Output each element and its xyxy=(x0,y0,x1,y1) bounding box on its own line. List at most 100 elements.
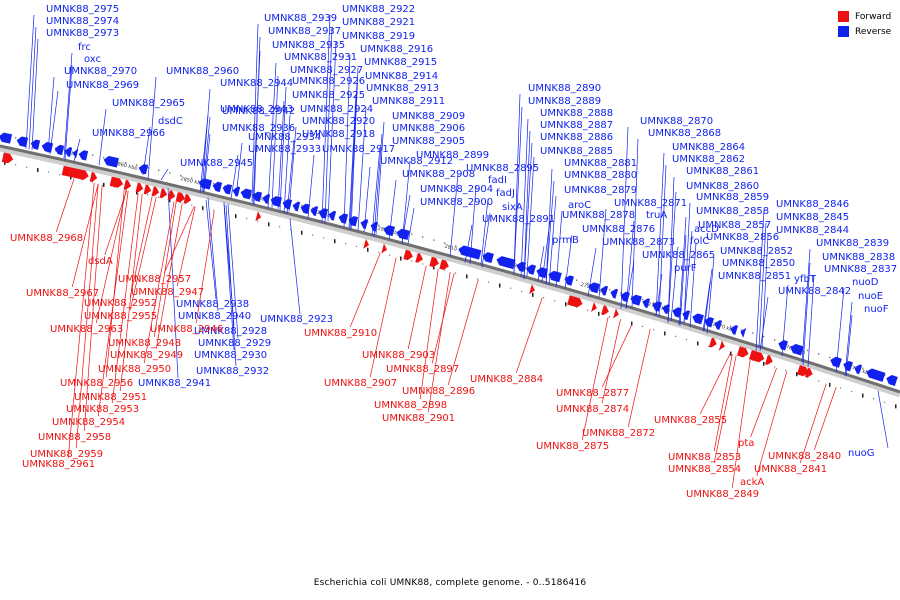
forward-gene-arrow[interactable] xyxy=(529,284,536,295)
forward-gene-arrow[interactable] xyxy=(403,249,414,261)
forward-gene-arrow[interactable] xyxy=(709,337,717,348)
reverse-gene-arrow[interactable] xyxy=(30,139,41,150)
reverse-gene-arrow[interactable] xyxy=(516,261,527,273)
forward-gene-arrow[interactable] xyxy=(363,238,370,249)
forward-gene-arrow[interactable] xyxy=(123,179,132,190)
reverse-gene-arrow[interactable] xyxy=(0,132,13,144)
track-tick xyxy=(763,361,765,366)
reverse-gene-arrow[interactable] xyxy=(212,181,223,193)
forward-gene-arrow[interactable] xyxy=(591,301,597,313)
reverse-gene-arrow[interactable] xyxy=(348,215,359,227)
reverse-gene-arrow[interactable] xyxy=(338,213,349,224)
reverse-gene-arrow[interactable] xyxy=(300,203,311,214)
reverse-leader-line xyxy=(587,247,597,297)
reverse-gene-arrow[interactable] xyxy=(526,264,537,275)
reverse-gene-arrow[interactable] xyxy=(360,218,369,229)
reverse-gene-arrow[interactable] xyxy=(370,221,379,232)
reverse-gene-arrow[interactable] xyxy=(270,195,283,207)
forward-gene-arrow[interactable] xyxy=(159,188,168,199)
forward-gene-arrow[interactable] xyxy=(151,186,160,197)
forward-gene-arrow[interactable] xyxy=(764,355,773,365)
reverse-gene-arrow[interactable] xyxy=(262,193,271,204)
reverse-gene-arrow[interactable] xyxy=(842,360,853,372)
forward-gene-arrow[interactable] xyxy=(1,152,14,164)
forward-gene-arrow[interactable] xyxy=(89,172,98,182)
reverse-gene-arrow[interactable] xyxy=(252,191,263,202)
reverse-gene-arrow[interactable] xyxy=(292,201,301,212)
reverse-gene-arrow[interactable] xyxy=(651,300,662,312)
reverse-gene-arrow[interactable] xyxy=(661,303,671,315)
reverse-gene-arrow[interactable] xyxy=(282,198,293,210)
forward-gene-arrow[interactable] xyxy=(796,365,809,378)
reverse-gene-arrow[interactable] xyxy=(64,147,73,157)
reverse-gene-arrow[interactable] xyxy=(458,245,482,260)
reverse-gene-arrow[interactable] xyxy=(222,184,233,195)
reverse-leader-line xyxy=(683,202,691,324)
reverse-gene-arrow[interactable] xyxy=(599,285,609,296)
forward-gene-arrow[interactable] xyxy=(143,184,152,195)
reverse-gene-arrow[interactable] xyxy=(54,144,65,156)
reverse-gene-arrow[interactable] xyxy=(629,294,642,306)
reverse-gene-arrow[interactable] xyxy=(78,150,89,161)
forward-gene-arrow[interactable] xyxy=(804,367,813,378)
reverse-genes[interactable] xyxy=(0,132,898,387)
reverse-gene-arrow[interactable] xyxy=(703,316,714,328)
forward-gene-arrow[interactable] xyxy=(61,165,89,180)
forward-gene-arrow[interactable] xyxy=(718,340,725,351)
reverse-gene-arrow[interactable] xyxy=(865,367,886,382)
track-dot xyxy=(15,164,17,166)
forward-gene-arrow[interactable] xyxy=(737,346,749,359)
reverse-gene-arrow[interactable] xyxy=(853,364,863,375)
forward-gene-arrow[interactable] xyxy=(415,253,424,263)
forward-gene-arrow[interactable] xyxy=(109,176,124,188)
reverse-gene-arrow[interactable] xyxy=(713,319,723,330)
reverse-gene-arrow[interactable] xyxy=(41,141,54,153)
reverse-gene-arrow[interactable] xyxy=(72,148,79,159)
reverse-gene-arrow[interactable] xyxy=(240,188,253,200)
reverse-gene-arrow[interactable] xyxy=(777,339,788,351)
forward-gene-arrow[interactable] xyxy=(749,350,765,363)
reverse-gene-arrow[interactable] xyxy=(739,327,747,338)
reverse-gene-arrow[interactable] xyxy=(318,208,329,219)
reverse-gene-arrow[interactable] xyxy=(681,309,691,321)
forward-gene-label: UMNK88_2949 xyxy=(110,350,183,361)
reverse-gene-arrow[interactable] xyxy=(885,374,898,387)
reverse-gene-arrow[interactable] xyxy=(829,356,842,368)
reverse-gene-arrow[interactable] xyxy=(729,324,739,335)
forward-gene-arrow[interactable] xyxy=(613,308,619,319)
forward-gene-arrow[interactable] xyxy=(439,259,450,271)
reverse-gene-arrow[interactable] xyxy=(548,270,562,283)
forward-gene-arrow[interactable] xyxy=(255,211,262,222)
reverse-gene-arrow[interactable] xyxy=(310,206,319,217)
reverse-gene-arrow[interactable] xyxy=(103,155,119,168)
forward-gene-arrow[interactable] xyxy=(381,243,388,254)
forward-gene-arrow[interactable] xyxy=(167,190,176,200)
reverse-gene-arrow[interactable] xyxy=(232,186,241,197)
reverse-gene-arrow[interactable] xyxy=(671,306,682,318)
forward-gene-arrow[interactable] xyxy=(183,194,192,204)
reverse-gene-arrow[interactable] xyxy=(198,178,212,190)
reverse-gene-arrow[interactable] xyxy=(619,291,630,303)
reverse-gene-arrow[interactable] xyxy=(691,313,704,325)
forward-genes[interactable] xyxy=(1,152,814,379)
reverse-gene-arrow[interactable] xyxy=(609,288,619,299)
reverse-gene-arrow[interactable] xyxy=(564,275,574,286)
track-dot xyxy=(136,164,138,166)
reverse-leader-line xyxy=(373,133,383,237)
forward-gene-arrow[interactable] xyxy=(567,295,584,309)
reverse-gene-arrow[interactable] xyxy=(138,163,149,175)
reverse-gene-arrow[interactable] xyxy=(383,225,395,237)
reverse-gene-arrow[interactable] xyxy=(496,255,516,270)
reverse-gene-arrow[interactable] xyxy=(789,343,804,356)
reverse-gene-arrow[interactable] xyxy=(641,297,651,309)
reverse-gene-arrow[interactable] xyxy=(587,282,600,294)
forward-gene-arrow[interactable] xyxy=(601,305,609,316)
forward-gene-arrow[interactable] xyxy=(429,256,440,268)
reverse-gene-arrow[interactable] xyxy=(482,251,494,264)
reverse-gene-arrow[interactable] xyxy=(396,228,410,241)
forward-gene-arrow[interactable] xyxy=(135,182,144,193)
reverse-gene-arrow[interactable] xyxy=(328,210,337,221)
reverse-gene-arrow[interactable] xyxy=(536,267,548,279)
forward-gene-arrow[interactable] xyxy=(175,192,186,203)
reverse-gene-arrow[interactable] xyxy=(16,136,29,148)
